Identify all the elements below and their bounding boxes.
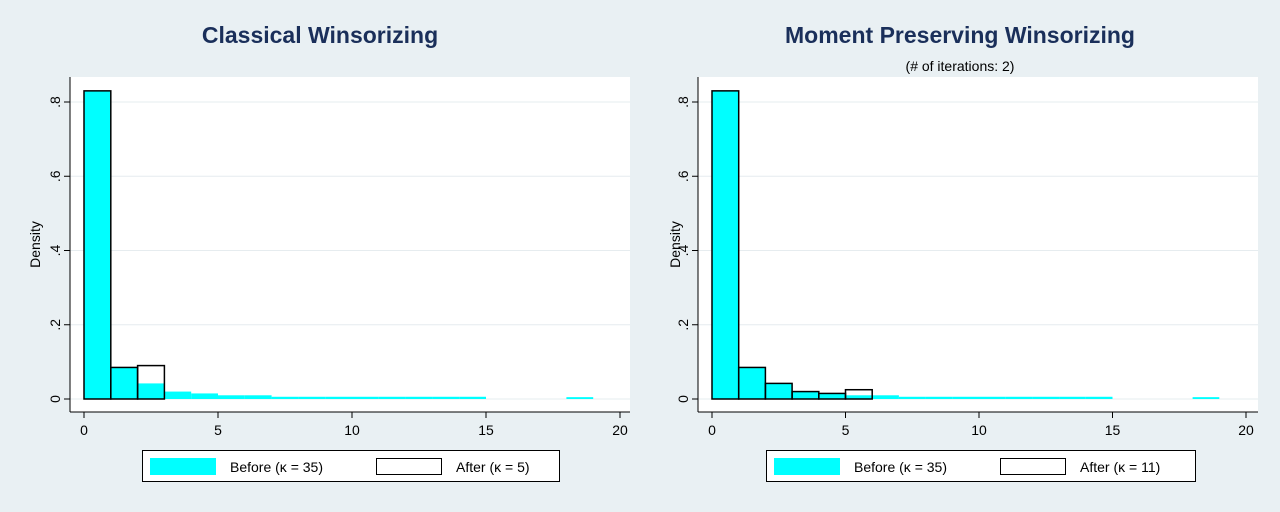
bar-before xyxy=(792,391,819,399)
y-tick-label: .8 xyxy=(675,96,691,108)
legend-swatch-before xyxy=(774,458,840,475)
bar-before xyxy=(1032,396,1060,399)
bar-before xyxy=(432,396,460,399)
bar-before xyxy=(872,395,899,399)
x-tick-label: 15 xyxy=(1105,422,1121,438)
legend-swatch-after xyxy=(376,458,442,475)
y-tick-label: .6 xyxy=(675,170,691,182)
legend-label-after: After (κ = 5) xyxy=(456,459,530,475)
legend: Before (κ = 35) After (κ = 5) xyxy=(142,450,560,482)
legend: Before (κ = 35) After (κ = 11) xyxy=(766,450,1196,482)
legend-swatch-after xyxy=(1000,458,1066,475)
bar-before xyxy=(137,383,165,399)
bar-after xyxy=(844,388,873,400)
bar-before xyxy=(979,396,1006,399)
y-tick-label: .2 xyxy=(47,319,63,331)
bar-before xyxy=(1059,396,1086,399)
bar-before xyxy=(1192,397,1220,399)
histogram-plot: 0 .2 .4 .6 .8 0 5 10 15 20 Density xyxy=(27,77,630,438)
bar-after xyxy=(711,90,740,400)
x-tick-label: 10 xyxy=(344,422,360,438)
legend-label-before: Before (κ = 35) xyxy=(230,459,323,475)
x-tick-label: 0 xyxy=(708,422,716,438)
bar-before xyxy=(352,396,379,399)
bar-before xyxy=(459,396,486,399)
plot-area xyxy=(70,77,630,412)
bar-before xyxy=(712,90,739,400)
bar-before xyxy=(845,395,873,399)
bar-before xyxy=(164,391,192,399)
bar-before xyxy=(952,396,979,399)
bar-after xyxy=(136,364,166,400)
chart-subtitle: (# of iterations: 2) xyxy=(905,58,1015,74)
y-tick-label: .8 xyxy=(47,96,63,108)
bar-before xyxy=(378,396,406,399)
bar-before xyxy=(191,393,218,399)
x-tick-label: 20 xyxy=(1238,422,1254,438)
bar-after xyxy=(83,90,112,400)
bar-before xyxy=(925,396,953,399)
bar-before xyxy=(271,396,299,399)
bar-before xyxy=(405,396,433,399)
x-tick-label: 15 xyxy=(478,422,494,438)
bar-before xyxy=(1005,396,1033,399)
y-tick-label: .4 xyxy=(675,244,691,256)
x-tick-label: 10 xyxy=(971,422,987,438)
bar-before xyxy=(1085,396,1113,399)
bar-before xyxy=(325,396,352,399)
chart-panel-moment-preserving: Moment Preserving Winsorizing (# of iter… xyxy=(640,0,1280,512)
x-tick-label: 0 xyxy=(80,422,88,438)
x-tick-label: 5 xyxy=(214,422,222,438)
bar-before xyxy=(110,367,138,399)
bar-before xyxy=(218,395,245,399)
chart-panel-classical: Classical Winsorizing 0 .2 .4 .6 .8 0 5 10 15 20 D… xyxy=(27,22,630,482)
y-axis-label: Density xyxy=(27,221,43,268)
bar-before xyxy=(244,395,272,399)
x-tick-label: 20 xyxy=(612,422,628,438)
bar-before xyxy=(765,383,793,399)
y-tick-label: 0 xyxy=(47,395,63,403)
x-tick-label: 5 xyxy=(842,422,850,438)
bar-before xyxy=(298,396,326,399)
bar-before xyxy=(738,367,766,399)
chart-title: Moment Preserving Winsorizing xyxy=(785,22,1135,48)
chart-title: Classical Winsorizing xyxy=(201,22,439,48)
bar-before xyxy=(818,393,846,399)
histogram-plot: 0 .2 .4 .6 .8 0 5 10 15 20 Density xyxy=(667,77,1258,438)
y-tick-label: .6 xyxy=(47,170,63,182)
bar-before xyxy=(898,396,926,399)
y-tick-label: .4 xyxy=(47,244,63,256)
y-tick-label: .2 xyxy=(675,319,691,331)
legend-label-before: Before (κ = 35) xyxy=(854,459,947,475)
plot-area xyxy=(698,77,1258,412)
y-axis-label: Density xyxy=(667,221,683,268)
legend-label-after: After (κ = 11) xyxy=(1080,459,1161,475)
legend-swatch-before xyxy=(150,458,216,475)
bar-before xyxy=(84,90,111,400)
y-tick-label: 0 xyxy=(675,395,691,403)
bar-before xyxy=(566,397,594,399)
